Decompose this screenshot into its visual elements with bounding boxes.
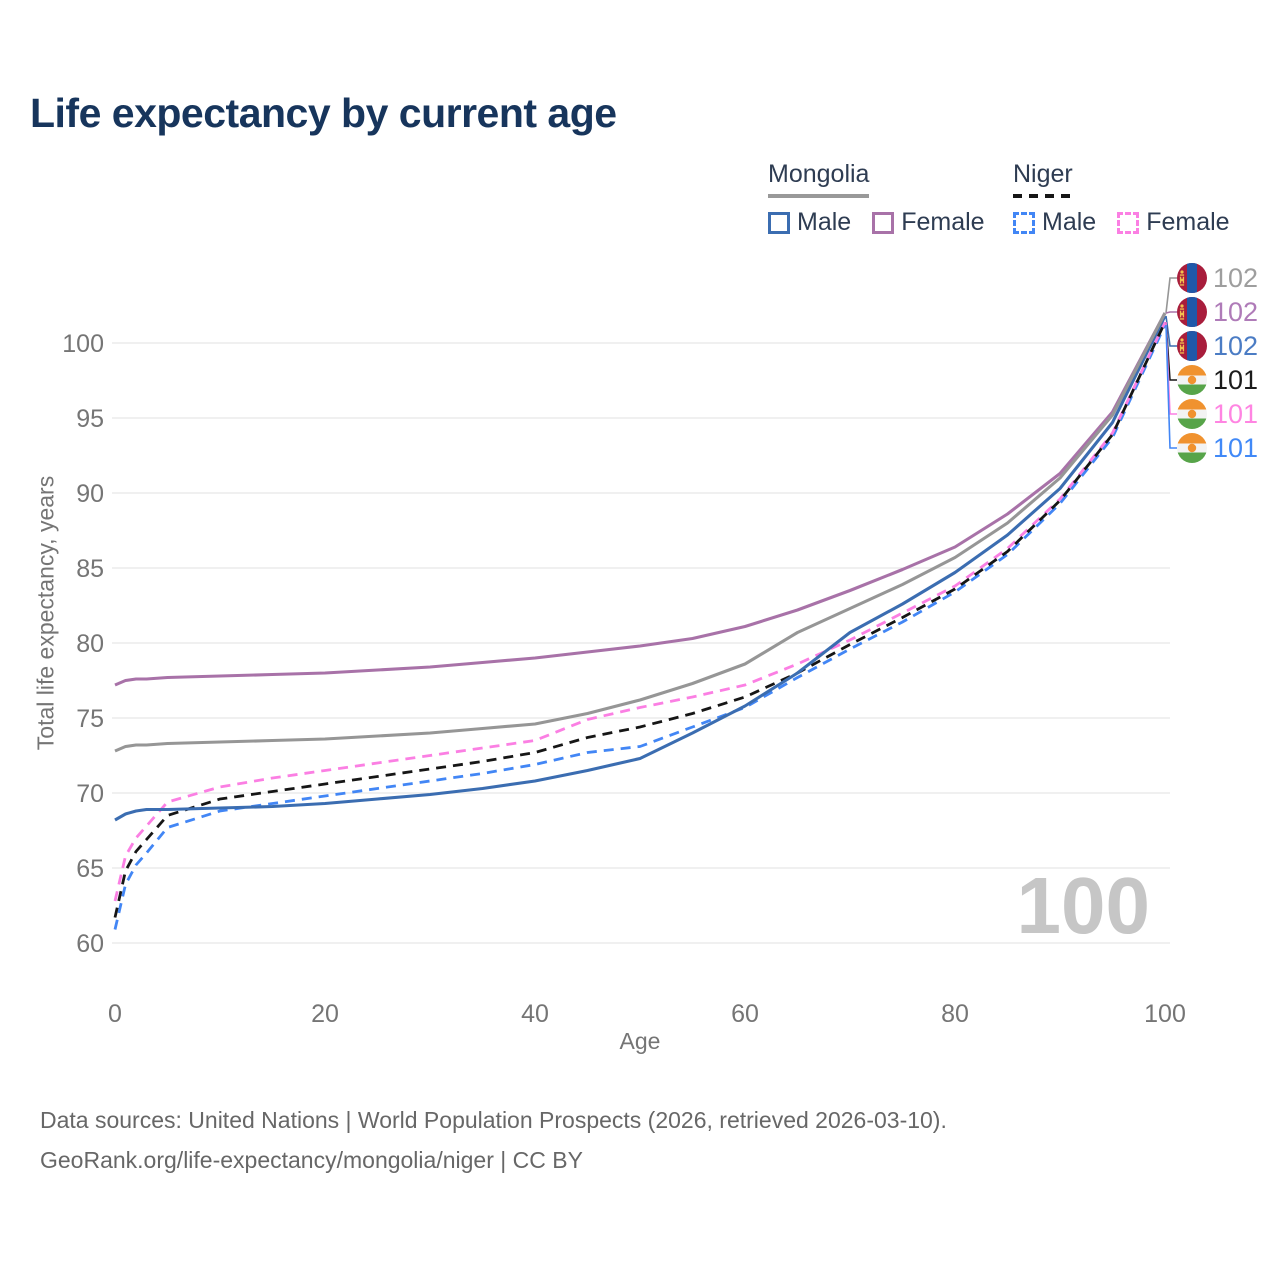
y-tick-label: 70 bbox=[76, 780, 104, 808]
end-value-label-mongolia-both: 102 bbox=[1213, 263, 1258, 293]
data-sources-line: Data sources: United Nations | World Pop… bbox=[40, 1107, 947, 1133]
legend-swatch-niger-female bbox=[1117, 211, 1140, 234]
age-counter-watermark: 100 bbox=[1016, 861, 1150, 950]
series-line-niger-female bbox=[113, 321, 1167, 902]
y-tick-label: 65 bbox=[76, 855, 104, 883]
leader-line-mongolia-both bbox=[1165, 277, 1177, 314]
legend-group-mongolia: Mongolia Male Female bbox=[768, 160, 1006, 237]
niger-flag-icon bbox=[1177, 433, 1207, 463]
end-value-label-niger-female: 101 bbox=[1213, 399, 1258, 429]
series-line-niger-both bbox=[113, 321, 1167, 918]
mongolia-flag-icon bbox=[1177, 331, 1207, 361]
y-tick-label: 85 bbox=[76, 555, 104, 583]
page-title: Life expectancy by current age bbox=[30, 90, 617, 136]
end-value-label-mongolia-male: 102 bbox=[1213, 331, 1258, 361]
legend-label-mongolia-male: Male bbox=[797, 208, 852, 236]
x-axis-title: Age bbox=[619, 1028, 661, 1054]
y-tick-label: 100 bbox=[62, 330, 104, 358]
y-tick-label: 75 bbox=[76, 705, 104, 733]
end-value-label-niger-both: 101 bbox=[1213, 365, 1258, 395]
y-tick-label: 95 bbox=[76, 405, 104, 433]
y-axis-title: Total life expectancy, years bbox=[32, 475, 59, 751]
footer: Data sources: United Nations | World Pop… bbox=[40, 1100, 947, 1180]
series-line-mongolia-both bbox=[114, 312, 1167, 753]
y-tick-label: 60 bbox=[76, 930, 104, 958]
niger-flag-icon bbox=[1177, 399, 1207, 429]
gridlines bbox=[112, 342, 1170, 944]
leader-line-niger-both bbox=[1165, 321, 1177, 381]
leader-line-niger-female bbox=[1165, 321, 1177, 415]
legend-label-niger-male: Male bbox=[1042, 208, 1097, 236]
x-tick-label: 100 bbox=[1144, 1000, 1186, 1028]
x-tick-label: 80 bbox=[941, 1000, 969, 1028]
legend-underline-niger bbox=[1013, 194, 1073, 198]
mongolia-flag-icon bbox=[1177, 297, 1207, 327]
series-lines bbox=[113, 312, 1167, 930]
niger-flag-icon bbox=[1177, 365, 1207, 395]
series-line-niger-male bbox=[113, 324, 1167, 930]
x-tick-label: 60 bbox=[731, 1000, 759, 1028]
x-tick-label: 20 bbox=[311, 1000, 339, 1028]
legend-country-label-niger: Niger bbox=[1013, 160, 1073, 188]
legend-label-mongolia-female: Female bbox=[901, 208, 985, 236]
series-line-mongolia-male bbox=[114, 315, 1167, 822]
x-tick-label: 0 bbox=[108, 1000, 122, 1028]
legend-swatch-mongolia-male bbox=[768, 211, 790, 234]
legend-group-niger: Niger Male Female bbox=[1013, 160, 1251, 237]
y-tick-label: 80 bbox=[76, 630, 104, 658]
y-tick-label: 90 bbox=[76, 480, 104, 508]
leader-line-mongolia-male bbox=[1165, 315, 1177, 347]
end-value-label-niger-male: 101 bbox=[1213, 433, 1258, 463]
legend-swatch-niger-male bbox=[1013, 211, 1035, 234]
x-tick-label: 40 bbox=[521, 1000, 549, 1028]
series-line-mongolia-female bbox=[114, 312, 1167, 687]
leader-line-niger-male bbox=[1165, 324, 1177, 449]
series-end-labels: 102 102 102 101 101 101 bbox=[1165, 263, 1258, 463]
legend-label-niger-female: Female bbox=[1146, 208, 1230, 236]
end-value-label-mongolia-female: 102 bbox=[1213, 297, 1258, 327]
legend-underline-mongolia bbox=[768, 194, 870, 198]
legend-country-label-mongolia: Mongolia bbox=[768, 160, 870, 188]
legend-swatch-mongolia-female bbox=[872, 211, 895, 234]
mongolia-flag-icon bbox=[1177, 263, 1207, 293]
leader-line-mongolia-female bbox=[1165, 311, 1177, 314]
attribution-line: GeoRank.org/life-expectancy/mongolia/nig… bbox=[40, 1147, 583, 1173]
